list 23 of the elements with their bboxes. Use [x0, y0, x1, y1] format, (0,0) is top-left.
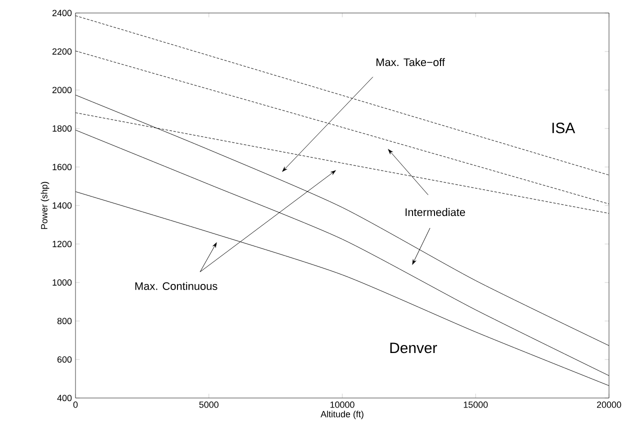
- y-tick-label: 1800: [52, 125, 72, 132]
- x-tick-label: 5000: [199, 402, 218, 408]
- y-tick-label: 600: [57, 356, 72, 363]
- x-tick-label: 10000: [330, 402, 354, 408]
- y-tick-label: 1600: [52, 164, 72, 170]
- y-tick-label: 2000: [52, 86, 72, 94]
- y-tick-label: 2200: [52, 48, 72, 55]
- annotation: ISA: [552, 122, 576, 134]
- x-tick-label: 0: [73, 402, 78, 408]
- annotation: Denver: [390, 342, 438, 354]
- y-tick-label: 1000: [52, 279, 72, 286]
- y-tick-label: 400: [57, 394, 72, 402]
- y-axis-title: Power (shp): [40, 182, 50, 229]
- annotation: Max. Take−off: [376, 58, 445, 66]
- y-tick-label: 1400: [52, 202, 72, 209]
- y-tick-label: 1200: [52, 240, 72, 248]
- y-tick-label: 800: [57, 318, 72, 324]
- x-tick-label: 15000: [464, 402, 488, 408]
- x-axis-title: Altitude (ft): [320, 410, 364, 420]
- annotation: Intermediate: [406, 208, 466, 216]
- annotation: Max. Continuous: [135, 282, 218, 290]
- x-tick-label: 20000: [596, 402, 622, 408]
- y-tick-label: 2400: [52, 10, 72, 16]
